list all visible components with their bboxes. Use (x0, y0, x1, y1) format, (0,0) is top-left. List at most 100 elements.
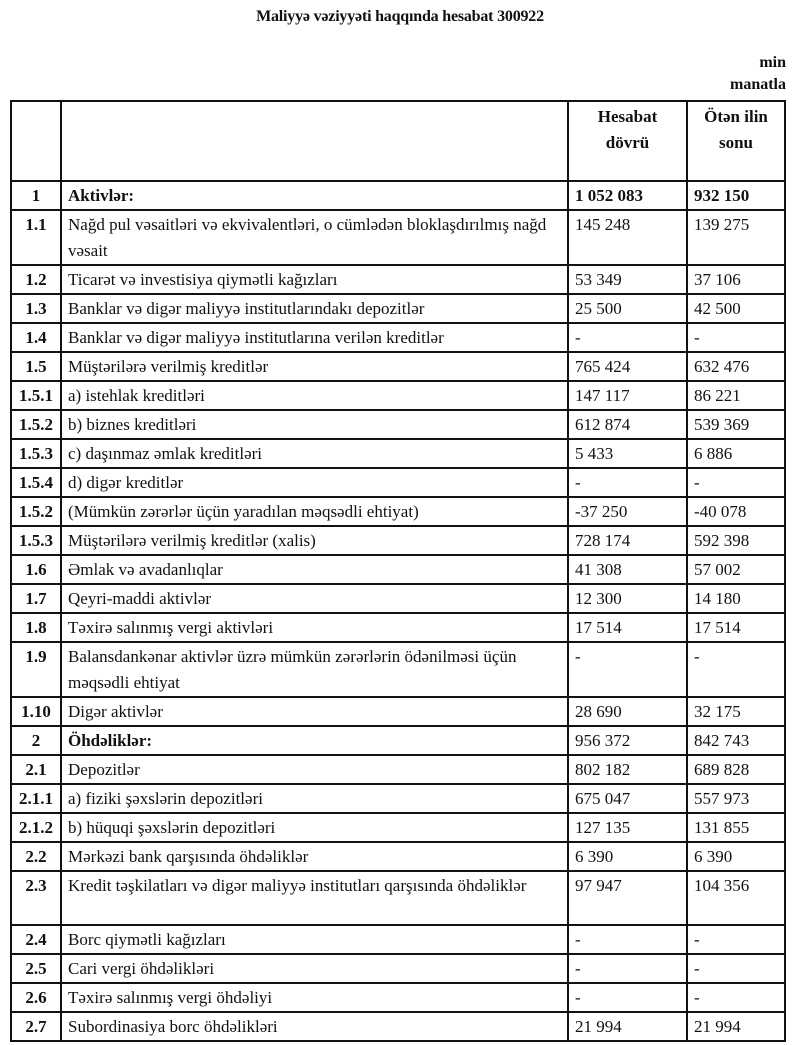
unit-line-1: min (759, 54, 786, 71)
previous-year-value: 6 390 (686, 841, 786, 872)
row-label: Banklar və digər maliyyə institutlarında… (60, 293, 569, 324)
row-number: 2.1.2 (10, 812, 62, 843)
row-number: 2.3 (10, 870, 62, 926)
row-label: Balansdankənar aktivlər üzrə mümkün zərə… (60, 641, 569, 698)
balance-sheet-table: Hesabat dövrü Ötən ilin sonu 1 Aktivlər: 1… (10, 100, 786, 1042)
row-label: b) biznes kreditləri (60, 409, 569, 440)
current-period-value: 765 424 (567, 351, 688, 382)
row-label: d) digər kreditlər (60, 467, 569, 498)
previous-year-value: 86 221 (686, 380, 786, 411)
previous-year-value: 842 743 (686, 725, 786, 756)
table-row: 2.1.1 a) fiziki şəxslərin depozitləri 675 … (10, 783, 786, 814)
row-number: 1.5.2 (10, 409, 62, 440)
current-period-value: 728 174 (567, 525, 688, 556)
row-number: 1.1 (10, 209, 62, 266)
row-label: Kredit təşkilatları və digər maliyyə ins… (60, 870, 569, 926)
report-title: Maliyyə vəziyyəti haqqında hesabat 30092… (256, 8, 544, 25)
previous-year-value: 6 886 (686, 438, 786, 469)
row-number: 2.5 (10, 953, 62, 984)
row-label: Banklar və digər maliyyə institutlarına … (60, 322, 569, 353)
table-row: 1.5.1 a) istehlak kreditləri 147 117 86 221 (10, 380, 786, 411)
row-number: 1.5.2 (10, 496, 62, 527)
row-number: 1.5.4 (10, 467, 62, 498)
header-item (60, 100, 569, 182)
table-row: 1.8 Təxirə salınmış vergi aktivləri 17 514… (10, 612, 786, 643)
table-row: 1.4 Banklar və digər maliyyə institutları… (10, 322, 786, 353)
table-row: 1.5.3 c) daşınmaz əmlak kreditləri 5 433 6 … (10, 438, 786, 469)
row-number: 1.9 (10, 641, 62, 698)
current-period-value: 675 047 (567, 783, 688, 814)
previous-year-value: 32 175 (686, 696, 786, 727)
previous-year-value: 539 369 (686, 409, 786, 440)
table-row: 2 Öhdəliklər: 956 372 842 743 (10, 725, 786, 756)
row-label: (Mümkün zərərlər üçün yaradılan məqsədli… (60, 496, 569, 527)
current-period-value: 1 052 083 (567, 180, 688, 211)
previous-year-value: - (686, 641, 786, 698)
row-label: b) hüquqi şəxslərin depozitləri (60, 812, 569, 843)
current-period-value: 147 117 (567, 380, 688, 411)
row-label: Nağd pul vəsaitləri və ekvivalentləri, o… (60, 209, 569, 266)
previous-year-value: 131 855 (686, 812, 786, 843)
current-period-value: 6 390 (567, 841, 688, 872)
row-label: Təxirə salınmış vergi öhdəliyi (60, 982, 569, 1013)
current-period-value: 127 135 (567, 812, 688, 843)
current-period-value: -37 250 (567, 496, 688, 527)
previous-year-value: - (686, 953, 786, 984)
current-period-value: - (567, 322, 688, 353)
current-period-value: 5 433 (567, 438, 688, 469)
table-row: 2.2 Mərkəzi bank qarşısında öhdəliklər 6 3… (10, 841, 786, 872)
header-current-period: Hesabat dövrü (567, 100, 688, 182)
row-label: Aktivlər: (60, 180, 569, 211)
row-label: Qeyri-maddi aktivlər (60, 583, 569, 614)
row-label: Təxirə salınmış vergi aktivləri (60, 612, 569, 643)
current-period-value: - (567, 467, 688, 498)
table-row: 1.6 Əmlak və avadanlıqlar 41 308 57 002 (10, 554, 786, 585)
table-row: 1 Aktivlər: 1 052 083 932 150 (10, 180, 786, 211)
table-row: 1.5.3 Müştərilərə verilmiş kreditlər (xal… (10, 525, 786, 556)
row-label: Mərkəzi bank qarşısında öhdəliklər (60, 841, 569, 872)
previous-year-value: 21 994 (686, 1011, 786, 1042)
current-period-value: 145 248 (567, 209, 688, 266)
previous-year-value: 689 828 (686, 754, 786, 785)
table-header-row: Hesabat dövrü Ötən ilin sonu (10, 100, 786, 182)
current-period-value: 12 300 (567, 583, 688, 614)
row-label: Ticarət və investisiya qiymətli kağızlar… (60, 264, 569, 295)
row-number: 2.1 (10, 754, 62, 785)
current-period-value: 25 500 (567, 293, 688, 324)
previous-year-value: 17 514 (686, 612, 786, 643)
unit-label: min manatla (730, 52, 786, 96)
current-period-value: - (567, 641, 688, 698)
row-number: 1.6 (10, 554, 62, 585)
table-row: 1.5.2 b) biznes kreditləri 612 874 539 369 (10, 409, 786, 440)
table-row: 2.3 Kredit təşkilatları və digər maliyyə … (10, 870, 786, 926)
current-period-value: - (567, 982, 688, 1013)
table-row: 2.5 Cari vergi öhdəlikləri - - (10, 953, 786, 984)
table-row: 1.5.2 (Mümkün zərərlər üçün yaradılan məq… (10, 496, 786, 527)
previous-year-value: 557 973 (686, 783, 786, 814)
row-label: Digər aktivlər (60, 696, 569, 727)
row-number: 2.7 (10, 1011, 62, 1042)
previous-year-value: - (686, 467, 786, 498)
unit-line-2: manatla (730, 76, 786, 93)
row-number: 1.5.3 (10, 525, 62, 556)
previous-year-value: 14 180 (686, 583, 786, 614)
table-row: 1.2 Ticarət və investisiya qiymətli kağız… (10, 264, 786, 295)
current-period-value: 97 947 (567, 870, 688, 926)
row-label: Öhdəliklər: (60, 725, 569, 756)
current-period-value: 612 874 (567, 409, 688, 440)
row-label: Müştərilərə verilmiş kreditlər (60, 351, 569, 382)
row-label: Cari vergi öhdəlikləri (60, 953, 569, 984)
previous-year-value: 632 476 (686, 351, 786, 382)
table-row: 2.6 Təxirə salınmış vergi öhdəliyi - - (10, 982, 786, 1013)
row-label: a) istehlak kreditləri (60, 380, 569, 411)
previous-year-value: 57 002 (686, 554, 786, 585)
row-label: Müştərilərə verilmiş kreditlər (xalis) (60, 525, 569, 556)
row-number: 1.5.3 (10, 438, 62, 469)
row-number: 1.5 (10, 351, 62, 382)
row-label: Subordinasiya borc öhdəlikləri (60, 1011, 569, 1042)
table-row: 1.7 Qeyri-maddi aktivlər 12 300 14 180 (10, 583, 786, 614)
row-label: a) fiziki şəxslərin depozitləri (60, 783, 569, 814)
row-label: Borc qiymətli kağızları (60, 924, 569, 955)
table-row: 2.1.2 b) hüquqi şəxslərin depozitləri 127 … (10, 812, 786, 843)
row-number: 1 (10, 180, 62, 211)
